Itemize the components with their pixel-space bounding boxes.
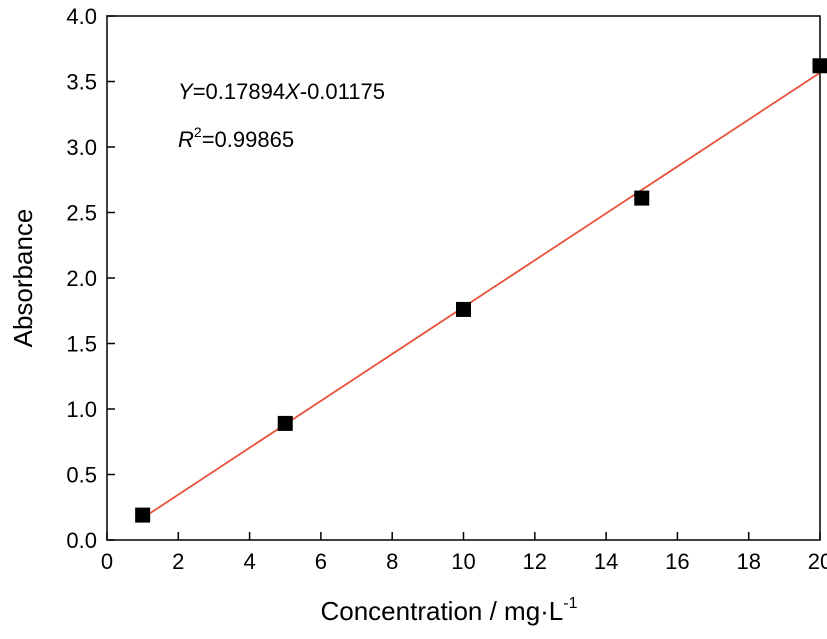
y-tick-label: 2.5 [66,201,97,226]
y-tick-label: 1.5 [66,332,97,357]
y-tick-label: 2.0 [66,266,97,291]
y-tick-label: 1.0 [66,397,97,422]
x-tick-label: 8 [386,549,398,574]
fit-line [142,71,821,519]
y-axis-title: Absorbance [8,209,38,348]
x-tick-label: 2 [172,549,184,574]
x-tick-label: 14 [594,549,618,574]
y-tick-label: 0.0 [66,528,97,553]
x-axis-title: Concentration / mg·L-1 [320,595,577,626]
x-axis-ticks: 0 2 4 6 8 10 12 14 16 18 20 [101,532,827,574]
data-point [456,301,471,317]
data-point [634,190,650,206]
equation-annotation: Y=0.17894X-0.01175 [178,79,385,104]
x-tick-label: 10 [451,549,475,574]
y-axis-ticks: 0.0 0.5 1.0 1.5 2.0 2.5 3.0 3.5 4.0 [66,4,115,553]
x-tick-label: 6 [315,549,327,574]
data-point [812,58,827,74]
x-tick-label: 4 [243,549,255,574]
data-point [135,507,151,523]
x-tick-label: 20 [808,549,827,574]
x-tick-label: 0 [101,549,113,574]
x-tick-label: 18 [736,549,760,574]
data-points [135,58,827,523]
y-tick-label: 4.0 [66,4,97,29]
r-squared-annotation: R2=0.99865 [178,124,294,152]
fit-line-group [142,71,821,519]
y-tick-label: 0.5 [66,463,97,488]
x-tick-label: 16 [665,549,689,574]
y-tick-label: 3.0 [66,135,97,160]
data-point [277,415,293,431]
y-tick-label: 3.5 [66,70,97,95]
x-tick-label: 12 [523,549,547,574]
